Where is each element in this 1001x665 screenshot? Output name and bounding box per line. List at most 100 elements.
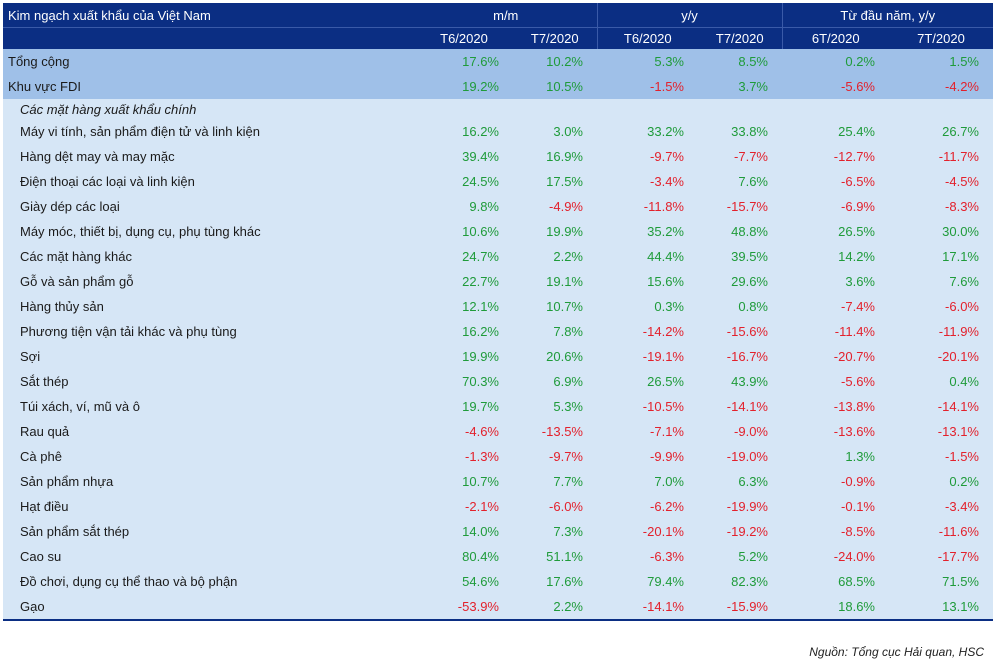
row-label: Khu vực FDI [3, 74, 415, 99]
value-cell: -20.1% [597, 519, 698, 544]
value-cell: 7.3% [513, 519, 597, 544]
value-cell: 3.0% [513, 119, 597, 144]
value-cell: 0.8% [698, 294, 782, 319]
value-cell: 0.4% [889, 369, 993, 394]
value-cell: -1.3% [415, 444, 513, 469]
group-header-mm: m/m [415, 3, 597, 28]
value-cell: -4.5% [889, 169, 993, 194]
table-row: Hàng dệt may và may mặc 39.4% 16.9% -9.7% -7… [3, 144, 993, 169]
summary-row: Khu vực FDI 19.2% 10.5% -1.5% 3.7% -5.6% -4.2% [3, 74, 993, 99]
value-cell: -9.7% [597, 144, 698, 169]
value-cell: 39.5% [698, 244, 782, 269]
value-cell: 17.1% [889, 244, 993, 269]
value-cell: 24.5% [415, 169, 513, 194]
value-cell: 0.2% [889, 469, 993, 494]
value-cell: 7.6% [889, 269, 993, 294]
period-header: 7T/2020 [889, 27, 993, 49]
value-cell: -6.0% [889, 294, 993, 319]
value-cell: 3.6% [782, 269, 889, 294]
value-cell: 15.6% [597, 269, 698, 294]
table-row: Sợi 19.9% 20.6% -19.1% -16.7% -20.7% -20.1% [3, 344, 993, 369]
value-cell: -19.0% [698, 444, 782, 469]
value-cell: -19.9% [698, 494, 782, 519]
value-cell: 20.6% [513, 344, 597, 369]
value-cell: 10.6% [415, 219, 513, 244]
row-label: Máy móc, thiết bị, dụng cụ, phụ tùng khá… [3, 219, 415, 244]
row-label: Phương tiện vận tải khác và phụ tùng [3, 319, 415, 344]
row-label: Rau quả [3, 419, 415, 444]
value-cell: 19.1% [513, 269, 597, 294]
value-cell: -15.9% [698, 594, 782, 621]
value-cell: -4.9% [513, 194, 597, 219]
value-cell: 2.2% [513, 244, 597, 269]
value-cell: -20.7% [782, 344, 889, 369]
value-cell: 7.7% [513, 469, 597, 494]
row-label: Cà phê [3, 444, 415, 469]
value-cell: 54.6% [415, 569, 513, 594]
value-cell: 1.5% [889, 49, 993, 74]
value-cell: -20.1% [889, 344, 993, 369]
row-label: Điện thoại các loại và linh kiện [3, 169, 415, 194]
value-cell: -9.9% [597, 444, 698, 469]
value-cell: 43.9% [698, 369, 782, 394]
value-cell: 26.7% [889, 119, 993, 144]
row-label: Sắt thép [3, 369, 415, 394]
value-cell: -11.8% [597, 194, 698, 219]
value-cell: 6.3% [698, 469, 782, 494]
value-cell: 19.2% [415, 74, 513, 99]
table-row: Túi xách, ví, mũ và ô 19.7% 5.3% -10.5% -14.… [3, 394, 993, 419]
table-row: Sản phẩm nhựa 10.7% 7.7% 7.0% 6.3% -0.9% 0.2% [3, 469, 993, 494]
row-label: Sản phẩm sắt thép [3, 519, 415, 544]
value-cell: -6.2% [597, 494, 698, 519]
value-cell: 22.7% [415, 269, 513, 294]
section-label: Các mặt hàng xuất khẩu chính [3, 99, 993, 119]
value-cell: -11.9% [889, 319, 993, 344]
value-cell: 16.2% [415, 319, 513, 344]
value-cell: -14.1% [597, 594, 698, 621]
value-cell: 8.5% [698, 49, 782, 74]
value-cell: 0.3% [597, 294, 698, 319]
value-cell: 25.4% [782, 119, 889, 144]
row-label: Hàng dệt may và may mặc [3, 144, 415, 169]
value-cell: -1.5% [889, 444, 993, 469]
value-cell: -11.4% [782, 319, 889, 344]
value-cell: -17.7% [889, 544, 993, 569]
row-label: Sợi [3, 344, 415, 369]
value-cell: -14.1% [889, 394, 993, 419]
value-cell: 29.6% [698, 269, 782, 294]
row-label: Tổng cộng [3, 49, 415, 74]
value-cell: -0.1% [782, 494, 889, 519]
table-row: Hạt điều -2.1% -6.0% -6.2% -19.9% -0.1% -3.4% [3, 494, 993, 519]
period-header: T7/2020 [698, 27, 782, 49]
value-cell: -13.8% [782, 394, 889, 419]
value-cell: -14.2% [597, 319, 698, 344]
value-cell: 17.6% [415, 49, 513, 74]
period-header: T6/2020 [415, 27, 513, 49]
value-cell: -5.6% [782, 369, 889, 394]
value-cell: 14.0% [415, 519, 513, 544]
row-label: Đồ chơi, dụng cụ thể thao và bộ phận [3, 569, 415, 594]
value-cell: -7.7% [698, 144, 782, 169]
row-label: Gỗ và sản phẩm gỗ [3, 269, 415, 294]
value-cell: 19.7% [415, 394, 513, 419]
value-cell: 35.2% [597, 219, 698, 244]
value-cell: 10.2% [513, 49, 597, 74]
value-cell: 7.6% [698, 169, 782, 194]
header-period-row: T6/2020 T7/2020 T6/2020 T7/2020 6T/2020 … [3, 27, 993, 49]
table-row: Gỗ và sản phẩm gỗ 22.7% 19.1% 15.6% 29.6% 3.6… [3, 269, 993, 294]
summary-row: Tổng cộng 17.6% 10.2% 5.3% 8.5% 0.2% 1.5% [3, 49, 993, 74]
value-cell: -9.7% [513, 444, 597, 469]
value-cell: 16.2% [415, 119, 513, 144]
value-cell: 6.9% [513, 369, 597, 394]
value-cell: -19.2% [698, 519, 782, 544]
table-row: Phương tiện vận tải khác và phụ tùng 16.2… [3, 319, 993, 344]
value-cell: -9.0% [698, 419, 782, 444]
value-cell: -6.3% [597, 544, 698, 569]
value-cell: 5.3% [513, 394, 597, 419]
value-cell: -6.5% [782, 169, 889, 194]
row-label: Túi xách, ví, mũ và ô [3, 394, 415, 419]
value-cell: 0.2% [782, 49, 889, 74]
value-cell: -0.9% [782, 469, 889, 494]
value-cell: 10.7% [513, 294, 597, 319]
value-cell: 5.3% [597, 49, 698, 74]
